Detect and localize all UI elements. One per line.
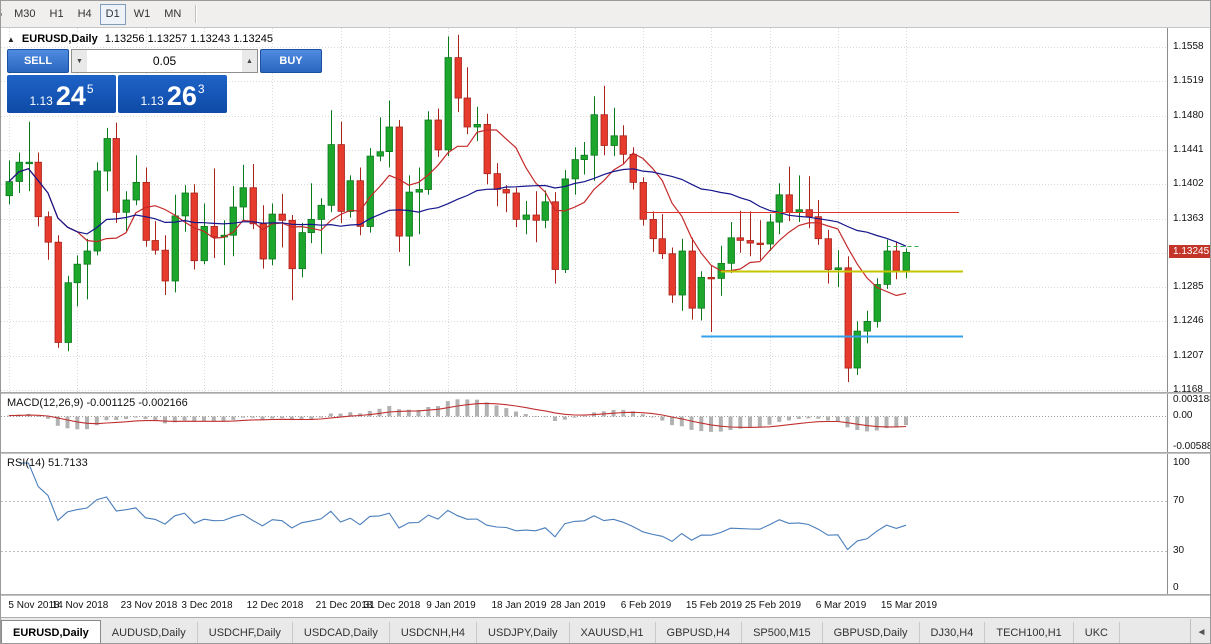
- timeframe-m30[interactable]: M30: [8, 4, 41, 25]
- tab-xauusd-h1[interactable]: XAUUSD,H1: [570, 622, 656, 643]
- pane-separator[interactable]: [1, 452, 1210, 454]
- price-tick-label: 1.1168: [1173, 384, 1203, 395]
- sell-button[interactable]: SELL: [7, 49, 69, 73]
- timeframe-h4[interactable]: H4: [72, 4, 98, 25]
- rsi-axis-label: 0: [1173, 582, 1179, 593]
- macd-axis-label: 0.003188: [1173, 394, 1211, 405]
- price-tick-label: 1.1207: [1173, 350, 1204, 361]
- rsi-axis-label: 100: [1173, 457, 1190, 468]
- tab-tech100-h1[interactable]: TECH100,H1: [985, 622, 1074, 643]
- date-label: 21 Dec 2018: [315, 600, 373, 611]
- date-label: 31 Dec 2018: [363, 600, 421, 611]
- tab-ukc[interactable]: UKC: [1074, 622, 1120, 643]
- rsi-axis-label: 70: [1173, 495, 1185, 506]
- price-tick-label: 1.1246: [1173, 315, 1204, 326]
- chart-title: ▲ EURUSD,Daily 1.13256 1.13257 1.13243 1…: [7, 33, 273, 45]
- date-label: 25 Feb 2019: [744, 600, 802, 611]
- timeframe-w1[interactable]: W1: [128, 4, 157, 25]
- date-label: 18 Jan 2019: [491, 600, 547, 611]
- timeframe-toolbar: 5M30H1H4D1W1MN: [1, 1, 1210, 28]
- date-label: 14 Nov 2018: [51, 600, 109, 611]
- volume-control: ▼ ▲: [71, 49, 258, 73]
- volume-increase-button[interactable]: ▲: [242, 50, 257, 72]
- date-label: 9 Jan 2019: [426, 600, 476, 611]
- ask-prefix: 1.13: [140, 94, 164, 108]
- macd-canvas[interactable]: [1, 394, 1167, 452]
- pane-separator[interactable]: [1, 392, 1210, 394]
- current-price-badge: 1.13245: [1169, 245, 1210, 258]
- buy-button[interactable]: BUY: [260, 49, 322, 73]
- tab-sp500-m15[interactable]: SP500,M15: [742, 622, 823, 643]
- chart-symbol-period: EURUSD,Daily: [21, 33, 98, 45]
- ask-big-digits: 26: [166, 81, 197, 112]
- price-tick-label: 1.1402: [1173, 178, 1204, 189]
- date-label: 15 Feb 2019: [685, 600, 743, 611]
- price-tick-label: 1.1558: [1173, 41, 1204, 52]
- bid-price[interactable]: 1.13 24 5: [7, 75, 116, 113]
- volume-decrease-button[interactable]: ▼: [72, 50, 87, 72]
- rsi-pane[interactable]: RSI(14) 51.7133: [1, 454, 1167, 594]
- price-tick-label: 1.1480: [1173, 110, 1204, 121]
- date-label: 3 Dec 2018: [181, 600, 233, 611]
- price-tick-label: 1.1363: [1173, 213, 1204, 224]
- chart-tabs-bar: EURUSD,Daily AUDUSD,Daily USDCHF,Daily USDC…: [1, 617, 1210, 643]
- price-tick-label: 1.1285: [1173, 281, 1204, 292]
- macd-axis-label: 0.00: [1173, 410, 1193, 421]
- tab-usdcnh-h4[interactable]: USDCNH,H4: [390, 622, 478, 643]
- price-tick-label: 1.1441: [1173, 144, 1204, 155]
- timeframe-5[interactable]: 5: [1, 4, 6, 25]
- macd-label: MACD(12,26,9) -0.001125 -0.002166: [7, 397, 188, 409]
- ask-pip-digit: 3: [197, 82, 205, 96]
- date-label: 28 Jan 2019: [550, 600, 606, 611]
- collapse-icon[interactable]: ▲: [7, 34, 15, 44]
- rsi-axis-label: 30: [1173, 545, 1185, 556]
- price-axis[interactable]: 1.1558 1.1519 1.1480 1.1441 1.1402 1.1363 1.13…: [1167, 28, 1210, 395]
- date-label: 15 Mar 2019: [880, 600, 938, 611]
- macd-axis[interactable]: 0.003188 0.00 -0.005889: [1167, 394, 1211, 452]
- tab-dj30-h4[interactable]: DJ30,H4: [920, 622, 986, 643]
- bid-pip-digit: 5: [86, 82, 94, 96]
- tab-usdjpy-daily[interactable]: USDJPY,Daily: [477, 622, 570, 643]
- tab-gbpusd-h4[interactable]: GBPUSD,H4: [656, 622, 743, 643]
- bid-prefix: 1.13: [29, 94, 53, 108]
- pane-separator[interactable]: [1, 594, 1210, 596]
- time-axis[interactable]: 5 Nov 2018 14 Nov 2018 23 Nov 2018 3 Dec 20…: [1, 596, 1210, 617]
- tab-usdcad-daily[interactable]: USDCAD,Daily: [293, 622, 390, 643]
- tab-audusd-daily[interactable]: AUDUSD,Daily: [101, 622, 198, 643]
- price-tick-label: 1.1519: [1173, 75, 1204, 86]
- toolbar-separator: [195, 5, 198, 23]
- chart-pane[interactable]: ▲ EURUSD,Daily 1.13256 1.13257 1.13243 1…: [1, 28, 1167, 392]
- date-label: 6 Mar 2019: [815, 600, 867, 611]
- tab-scroll-left-button[interactable]: ◄: [1190, 619, 1210, 643]
- tab-gbpusd-daily[interactable]: GBPUSD,Daily: [823, 622, 920, 643]
- ask-price[interactable]: 1.13 26 3: [118, 75, 227, 113]
- date-label: 5 Nov 2018: [8, 600, 60, 611]
- volume-input[interactable]: [87, 50, 242, 72]
- price-chart-canvas[interactable]: [1, 28, 1167, 392]
- timeframe-mn[interactable]: MN: [158, 4, 187, 25]
- macd-axis-label: -0.005889: [1173, 441, 1210, 452]
- tab-eurusd-daily[interactable]: EURUSD,Daily: [1, 620, 101, 643]
- rsi-canvas[interactable]: [1, 454, 1167, 594]
- date-label: 23 Nov 2018: [120, 600, 178, 611]
- timeframe-h1[interactable]: H1: [44, 4, 70, 25]
- tab-usdchf-daily[interactable]: USDCHF,Daily: [198, 622, 293, 643]
- date-label: 12 Dec 2018: [246, 600, 304, 611]
- date-label: 6 Feb 2019: [620, 600, 672, 611]
- macd-pane[interactable]: MACD(12,26,9) -0.001125 -0.002166: [1, 394, 1167, 452]
- bid-big-digits: 24: [55, 81, 86, 112]
- rsi-axis[interactable]: 100 70 30 0: [1167, 454, 1210, 594]
- rsi-label: RSI(14) 51.7133: [7, 457, 88, 469]
- chart-ohlc-quotes: 1.13256 1.13257 1.13243 1.13245: [104, 33, 273, 45]
- timeframe-d1[interactable]: D1: [99, 3, 126, 25]
